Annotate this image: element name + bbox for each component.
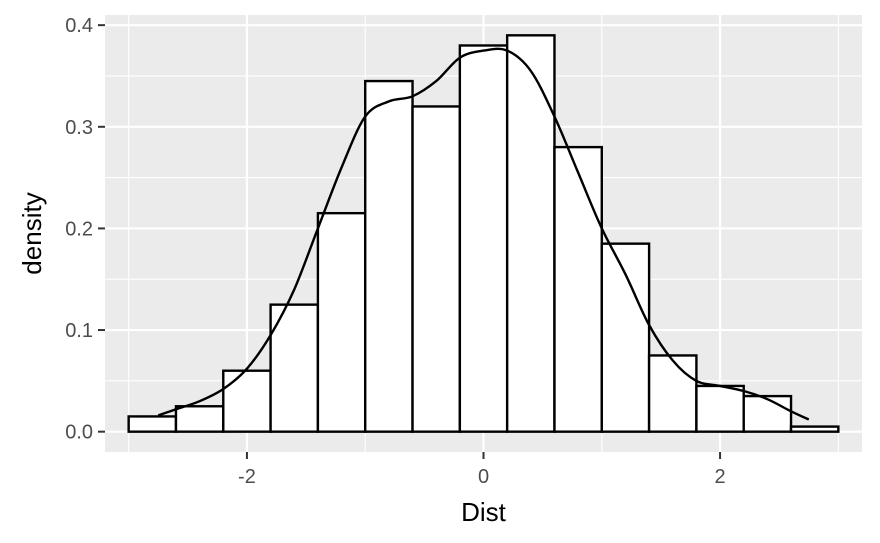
histogram-bar	[742, 394, 793, 433]
histogram-bar	[647, 354, 698, 433]
histogram-bar	[411, 105, 462, 433]
histogram-bar	[789, 425, 840, 433]
histogram-bar	[222, 369, 272, 433]
y-tick-label: 0.3	[65, 117, 93, 139]
histogram-bar	[458, 44, 509, 433]
histogram-bars	[127, 34, 840, 433]
density-curve	[157, 47, 810, 421]
x-axis: -2 0 2	[238, 452, 726, 488]
y-tick-label: 0.2	[65, 218, 93, 240]
histogram-bar	[600, 242, 651, 433]
x-tick-label: -2	[238, 466, 256, 488]
histogram-bar	[316, 211, 367, 433]
x-axis-title: Dist	[461, 497, 507, 527]
x-tick-label: 2	[715, 466, 726, 488]
x-tick-label: 0	[478, 466, 489, 488]
y-axis-title: density	[17, 192, 47, 274]
histogram-bar	[553, 145, 603, 433]
histogram-bar	[127, 415, 178, 433]
histogram-bar	[364, 79, 414, 433]
histogram-bar	[505, 34, 556, 433]
y-tick-label: 0.1	[65, 320, 93, 342]
y-axis: 0.0 0.1 0.2 0.3 0.4	[65, 15, 105, 444]
histogram-bar	[174, 405, 225, 433]
y-tick-label: 0.4	[65, 15, 93, 37]
histogram-bar	[269, 303, 320, 433]
histogram-bar	[695, 384, 745, 433]
y-tick-label: 0.0	[65, 422, 93, 444]
